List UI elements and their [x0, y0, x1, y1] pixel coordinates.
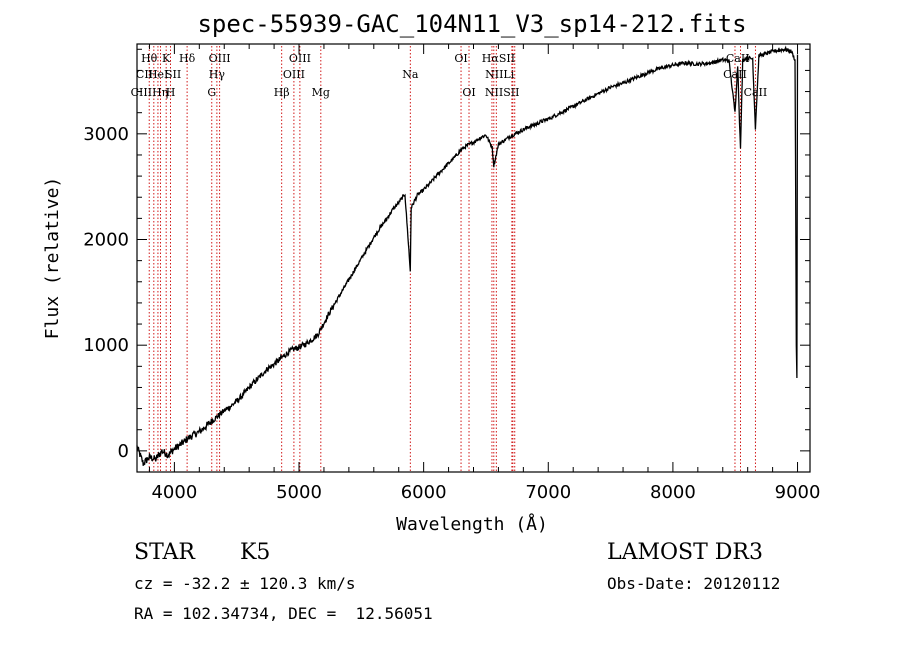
- x-axis-ticks: 4000 5000 6000 7000 8000 9000: [148, 44, 821, 503]
- y-tick-label: 3000: [83, 124, 129, 145]
- line-label: H: [166, 86, 176, 99]
- line-label: OIII: [289, 52, 311, 65]
- line-label: G: [207, 86, 216, 99]
- line-label: K: [162, 52, 171, 65]
- redshift-velocity: cz = -32.2 ± 120.3 km/s: [134, 574, 356, 593]
- line-label: OI: [462, 86, 475, 99]
- line-label: SII: [165, 68, 181, 81]
- x-tick-label: 5000: [276, 482, 322, 503]
- line-label: Hδ: [179, 52, 196, 65]
- spectrum-line: [136, 45, 799, 466]
- line-label: OIII: [209, 52, 231, 65]
- line-label: CII: [136, 68, 153, 81]
- line-label: CaII: [723, 68, 747, 81]
- y-tick-label: 2000: [83, 230, 129, 251]
- x-tick-label: 7000: [525, 482, 571, 503]
- line-label: Na: [402, 68, 419, 81]
- x-tick-label: 6000: [401, 482, 447, 503]
- line-label: NIISII: [485, 86, 520, 99]
- line-label: OI: [454, 52, 467, 65]
- line-label: OIII: [283, 68, 305, 81]
- survey-name: LAMOST DR3: [607, 540, 763, 565]
- y-tick-label: 1000: [83, 335, 129, 356]
- x-axis-label: Wavelength (Å): [396, 513, 548, 535]
- line-label: Hγ: [209, 68, 226, 81]
- observation-date: Obs-Date: 20120112: [607, 574, 781, 593]
- line-label: Hθ: [141, 52, 158, 65]
- x-tick-label: 9000: [775, 482, 821, 503]
- plot-frame: [136, 43, 811, 473]
- line-label: Mg: [312, 86, 330, 99]
- spectral-line-markers: [148, 46, 756, 472]
- x-tick-label: 4000: [151, 482, 197, 503]
- chart-title: spec-55939-GAC_104N11_V3_sp14-212.fits: [197, 10, 746, 38]
- line-label: Hβ: [274, 86, 290, 99]
- line-label: NIILi: [485, 68, 515, 81]
- y-axis-ticks: 0 1000 2000 3000: [83, 48, 810, 462]
- object-class: STAR: [134, 540, 195, 565]
- y-tick-label: 0: [118, 441, 129, 462]
- coordinates: RA = 102.34734, DEC = 12.56051: [134, 604, 433, 623]
- y-axis-label: Flux (relative): [42, 177, 63, 340]
- line-label: CaII: [744, 86, 768, 99]
- line-label: HeI: [148, 68, 168, 81]
- line-label: CIIIHη: [131, 86, 169, 99]
- line-label: HαSII: [482, 52, 515, 65]
- x-tick-label: 8000: [650, 482, 696, 503]
- object-subclass: K5: [240, 540, 271, 565]
